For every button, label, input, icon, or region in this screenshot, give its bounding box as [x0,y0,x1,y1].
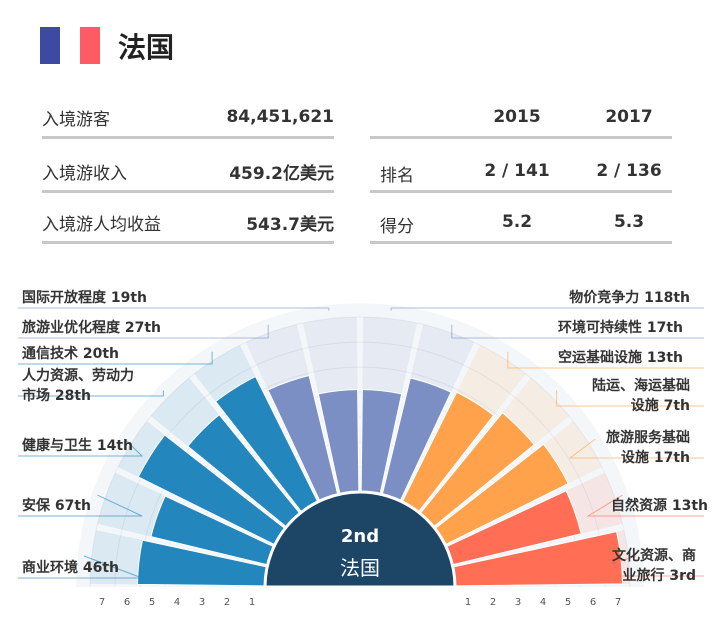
series-label: 物价竞争力 118th [569,289,690,306]
leader-line [18,390,164,397]
leader-line [18,307,330,311]
center-label: 法国 [340,556,380,580]
leader-line [18,494,143,517]
series-label: 空运基础设施 13th [558,349,683,366]
series-label: 商业环境 46th [22,559,119,576]
series-label: 自然资源 13th [611,497,708,514]
rank-row-score: 得分 5.2 5.3 [370,203,672,244]
center-semicircle [263,490,457,589]
rank-row-rank: 排名 2 / 141 2 / 136 [370,152,672,193]
tick-label: 1 [465,597,471,608]
leader-line [568,438,704,459]
flag-white-stripe [60,27,80,64]
rank-header-row: 2015 2017 [370,98,672,139]
series-label: 安保 67th [22,497,91,514]
tick-label: 4 [540,597,546,608]
stat-label: 入境游收入 [42,163,127,184]
leader-line [18,555,143,579]
series-label: 文化资源、商业旅行 3rd [612,547,696,584]
stat-row-visitors: 入境游客 84,451,621 [42,98,334,139]
page-title: 法国 [118,31,175,64]
stat-label: 入境游客 [42,109,110,130]
tick-label: 6 [124,597,130,608]
flag-red-stripe [80,27,100,64]
leader-line [18,351,213,365]
stat-label: 入境游人均收益 [42,214,161,235]
tick-label: 3 [515,597,521,608]
leader-line [18,324,269,339]
year-2017-header: 2017 [605,107,653,127]
rank-2015: 2 / 141 [484,161,550,181]
grid-arc [89,316,631,588]
tick-label: 5 [149,597,155,608]
series-label: 陆运、海运基础设施 7th [592,377,690,414]
tick-label: 4 [174,597,180,608]
score-2017: 5.3 [613,212,645,232]
series-label: 旅游服务基础设施 17th [606,429,690,466]
tick-label: 2 [224,597,230,608]
tick-label: 7 [615,597,621,608]
leader-line [451,324,704,339]
series-label: 旅游业优化程度 27th [22,319,161,336]
leader-line [556,390,704,407]
tick-label: 7 [99,597,105,608]
leader-line [575,555,704,577]
score-2015: 5.2 [501,212,533,232]
stat-value: 84,451,621 [226,107,334,127]
tick-label: 5 [565,597,571,608]
tick-label: 3 [199,597,205,608]
flag-blue-stripe [40,27,60,64]
leader-line [390,307,704,311]
stat-value: 543.7美元 [246,214,334,235]
series-label: 人力资源、劳动力市场 28th [22,367,134,404]
leader-line [507,351,704,369]
series-label: 健康与卫生 14th [22,437,133,454]
stat-row-revenue: 入境游收入 459.2亿美元 [42,152,334,193]
polar-bar-chart: 2nd 法国 1 2 3 4 5 6 7 7 6 5 4 3 2 1 商业环境 46th 安保 67th 健康与卫生… [18,289,708,608]
score-label: 得分 [380,217,414,237]
leader-line [18,438,144,457]
stat-row-per-capita: 入境游人均收益 543.7美元 [42,203,334,244]
france-flag [40,27,100,64]
tick-label: 1 [249,597,255,608]
year-2015-header: 2015 [493,107,541,127]
tick-label: 6 [590,597,596,608]
rank-label: 排名 [380,166,414,186]
rank-2017: 2 / 136 [596,161,662,181]
series-label: 环境可持续性 17th [558,319,683,336]
series-label: 国际开放程度 19th [22,289,147,306]
tick-label: 2 [490,597,496,608]
leader-line [586,494,704,517]
series-label: 通信技术 20th [22,345,119,362]
stat-value: 459.2亿美元 [229,163,334,184]
center-rank: 2nd [341,526,379,547]
